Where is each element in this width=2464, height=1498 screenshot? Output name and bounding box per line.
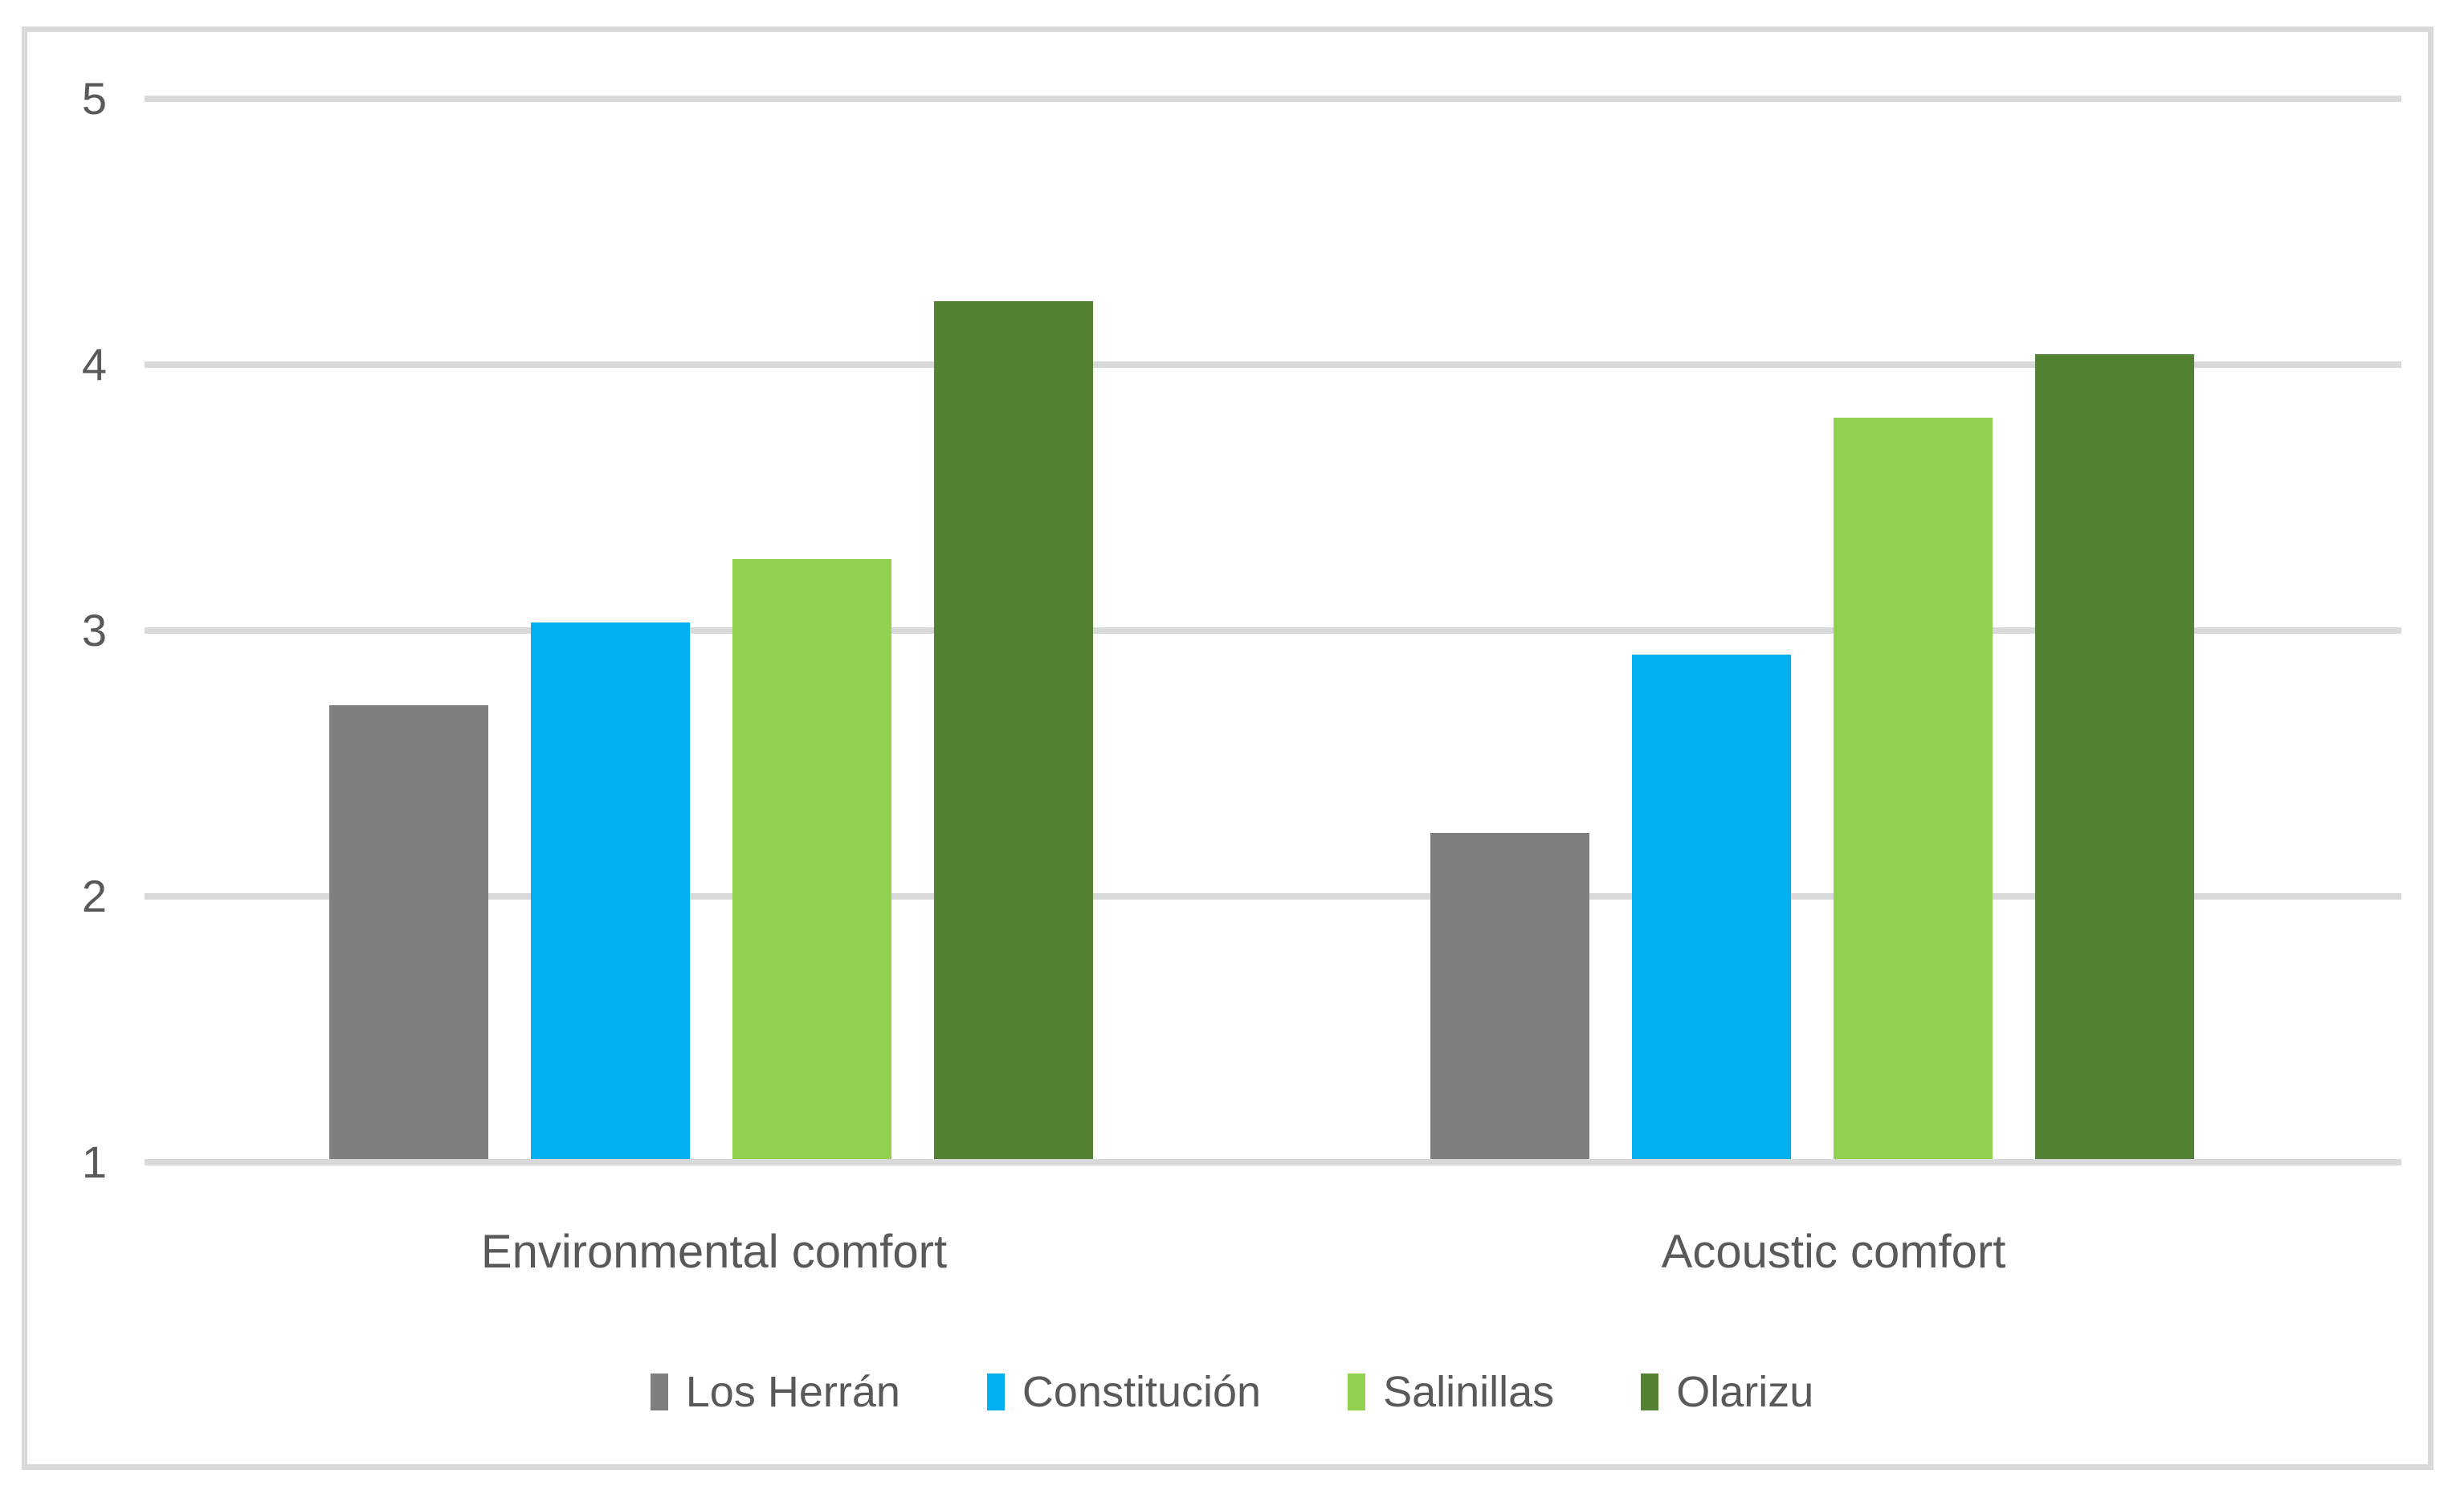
- legend-swatch-salinillas: [1348, 1374, 1366, 1410]
- gridline-4: [145, 361, 2401, 369]
- legend-label-los-herran: Los Herrán: [685, 1368, 900, 1416]
- gridline-3: [145, 627, 2401, 635]
- category-label-environmental-comfort: Environmental comfort: [480, 1226, 948, 1278]
- gridline-5: [145, 96, 2401, 103]
- y-tick-label-3: 3: [81, 605, 107, 656]
- category-label-acoustic-comfort: Acoustic comfort: [1661, 1226, 2006, 1278]
- legend-item-salinillas: Salinillas: [1348, 1368, 1554, 1416]
- legend-item-los-herran: Los Herrán: [650, 1368, 900, 1416]
- bar-olarizu-environmental-comfort: [934, 300, 1093, 1159]
- y-tick-label-1: 1: [81, 1137, 107, 1187]
- y-tick-label-5: 5: [81, 73, 107, 124]
- legend-label-constitucion: Constitución: [1022, 1368, 1262, 1416]
- legend-swatch-constitucion: [986, 1374, 1005, 1410]
- bar-constitucion-environmental-comfort: [531, 622, 690, 1159]
- bar-salinillas-acoustic-comfort: [1834, 418, 1993, 1159]
- bar-los-herran-environmental-comfort: [329, 704, 488, 1159]
- bar-olarizu-acoustic-comfort: [2035, 354, 2194, 1159]
- y-tick-label-2: 2: [81, 871, 107, 922]
- legend-item-olarizu: Olarizu: [1641, 1368, 1813, 1416]
- bar-los-herran-acoustic-comfort: [1430, 832, 1589, 1159]
- legend-label-olarizu: Olarizu: [1676, 1368, 1814, 1416]
- legend-swatch-olarizu: [1641, 1374, 1659, 1410]
- y-tick-label-4: 4: [81, 339, 107, 390]
- bar-constitucion-acoustic-comfort: [1632, 654, 1791, 1159]
- gridline-2: [145, 893, 2401, 900]
- bar-salinillas-environmental-comfort: [732, 558, 891, 1159]
- legend-item-constitucion: Constitución: [986, 1368, 1262, 1416]
- chart-legend: Los Herrán Constitución Salinillas Olari…: [0, 1356, 2464, 1428]
- legend-label-salinillas: Salinillas: [1383, 1368, 1555, 1416]
- gridline-1: [145, 1159, 2401, 1165]
- legend-swatch-los-herran: [650, 1374, 668, 1410]
